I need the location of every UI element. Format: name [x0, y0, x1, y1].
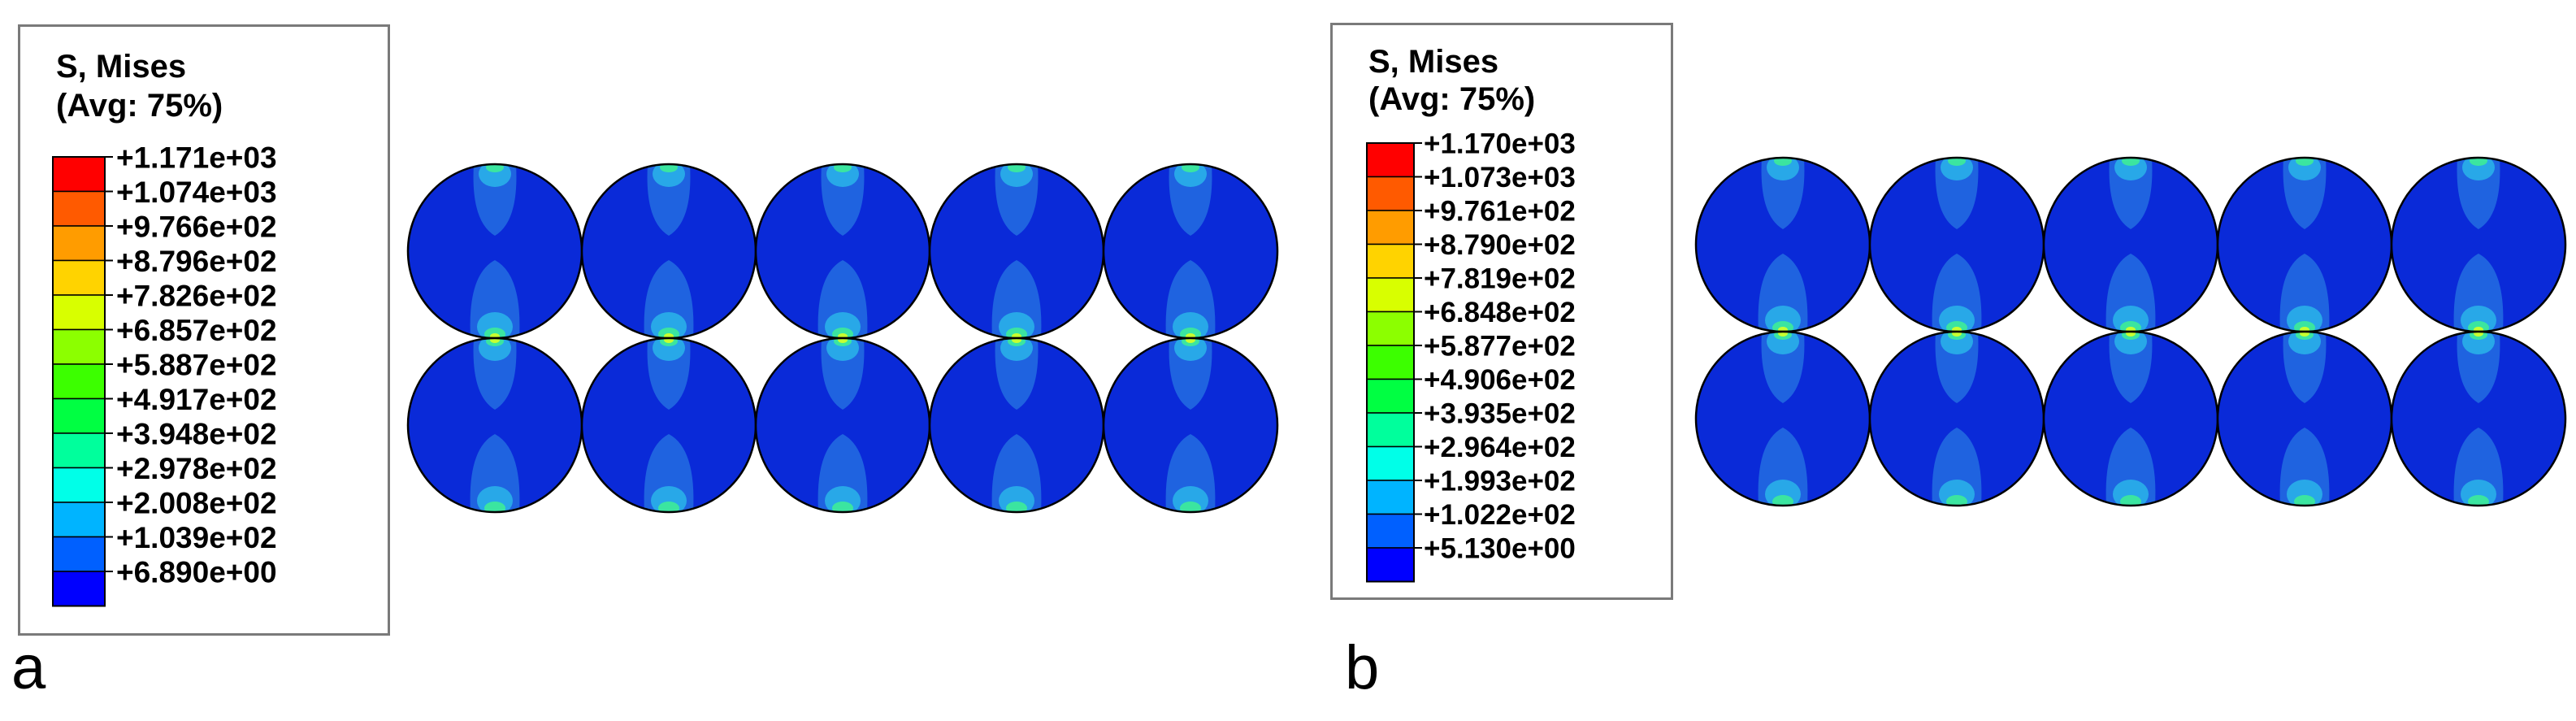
colorbar-swatch [1366, 412, 1415, 448]
colorbar-value-label: +2.978e+02 [116, 452, 277, 485]
particle-disc [406, 163, 583, 340]
particle-disc [580, 163, 757, 340]
colorbar-swatch [52, 190, 106, 227]
colorbar-swatch [1366, 142, 1415, 178]
colorbar-swatch [52, 363, 106, 400]
colorbar-value-label: +1.993e+02 [1424, 466, 1576, 497]
particle-disc [2216, 156, 2393, 333]
colorbar-swatch [52, 397, 106, 434]
particle-disc [1868, 156, 2045, 333]
particle-disc [2390, 330, 2567, 507]
particle-disc [2390, 156, 2567, 333]
legend-title: S, Mises [1368, 44, 1499, 80]
colorbar-value-label: +3.935e+02 [1424, 398, 1576, 430]
colorbar-swatch [1366, 547, 1415, 583]
colorbar-swatch [52, 502, 106, 538]
colorbar-swatch [1366, 445, 1415, 481]
legend-title: S, Mises [56, 49, 187, 85]
colorbar-value-label: +6.890e+00 [116, 555, 277, 589]
colorbar-swatch [1366, 378, 1415, 414]
colorbar-value-label: +2.008e+02 [116, 486, 277, 519]
colorbar-value-label: +7.819e+02 [1424, 263, 1576, 295]
particle-disc [580, 337, 757, 514]
particle-disc [754, 163, 931, 340]
colorbar-swatch [1366, 480, 1415, 515]
particle-disc [928, 163, 1105, 340]
colorbar-swatch [1366, 176, 1415, 211]
particle-disc [1694, 330, 1871, 507]
colorbar-value-label: +5.130e+00 [1424, 533, 1576, 565]
colorbar-swatch [1366, 513, 1415, 549]
colorbar-value-label: +1.170e+03 [1424, 128, 1576, 160]
panel-label: a [11, 633, 46, 702]
colorbar-value-label: +3.948e+02 [116, 417, 277, 450]
legend-colorbar: +1.171e+03+1.074e+03+9.766e+02+8.796e+02… [52, 141, 277, 607]
legend-colorbar: +1.170e+03+1.073e+03+9.761e+02+8.790e+02… [1366, 128, 1576, 583]
colorbar-value-label: +4.906e+02 [1424, 364, 1576, 396]
colorbar-value-label: +9.761e+02 [1424, 196, 1576, 228]
colorbar-swatch [52, 536, 106, 572]
colorbar-swatch [1366, 243, 1415, 279]
particle-disc [2216, 330, 2393, 507]
colorbar-swatch [52, 156, 106, 193]
mises-legend: S, Mises (Avg: 75%) +1.170e+03 +1.073e+03… [1330, 23, 1673, 600]
colorbar-swatch [52, 294, 106, 331]
colorbar-value-label: +7.826e+02 [116, 279, 277, 312]
colorbar-swatch [52, 259, 106, 296]
legend-subtitle: (Avg: 75%) [1368, 81, 1536, 117]
particle-disc [2042, 156, 2219, 333]
colorbar-value-label: +4.917e+02 [116, 383, 277, 416]
particle-disc [928, 337, 1105, 514]
particle-disc [406, 337, 583, 514]
colorbar-value-label: +5.877e+02 [1424, 331, 1576, 363]
panel-label: b [1345, 633, 1380, 702]
colorbar-swatch [1366, 210, 1415, 245]
colorbar-value-label: +2.964e+02 [1424, 432, 1576, 463]
legend-subtitle: (Avg: 75%) [56, 88, 223, 124]
colorbar-value-label: +6.848e+02 [1424, 297, 1576, 328]
colorbar-swatch [52, 571, 106, 607]
colorbar-swatch [1366, 277, 1415, 313]
particle-disc [1102, 163, 1279, 340]
colorbar-value-label: +1.022e+02 [1424, 499, 1576, 531]
particle-disc [1694, 156, 1871, 333]
colorbar-value-label: +8.796e+02 [116, 245, 277, 278]
colorbar-swatch [52, 432, 106, 469]
colorbar-swatch [1366, 311, 1415, 346]
colorbar-value-label: +1.073e+03 [1424, 162, 1576, 193]
colorbar-swatch [52, 225, 106, 262]
colorbar-swatch [52, 467, 106, 503]
colorbar-value-label: +1.074e+03 [116, 176, 277, 209]
panel-b: S, Mises (Avg: 75%) +1.170e+03 +1.073e+03… [1288, 0, 2576, 721]
colorbar-swatch [52, 328, 106, 365]
stress-field [406, 163, 1279, 514]
particle-disc [2042, 330, 2219, 507]
colorbar-swatch [1366, 345, 1415, 380]
particle-disc [754, 337, 931, 514]
colorbar-value-label: +9.766e+02 [116, 210, 277, 243]
particle-disc [1868, 330, 2045, 507]
particle-disc [1102, 337, 1279, 514]
colorbar-value-label: +1.171e+03 [116, 141, 277, 174]
colorbar-value-label: +8.790e+02 [1424, 229, 1576, 261]
colorbar-value-label: +6.857e+02 [116, 314, 277, 347]
stress-field [1694, 156, 2567, 507]
colorbar-value-label: +5.887e+02 [116, 348, 277, 381]
colorbar-value-label: +1.039e+02 [116, 521, 277, 554]
mises-legend: S, Mises (Avg: 75%) +1.171e+03 +1.074e+03… [18, 24, 390, 636]
panel-a: S, Mises (Avg: 75%) +1.171e+03 +1.074e+03… [11, 24, 1279, 702]
